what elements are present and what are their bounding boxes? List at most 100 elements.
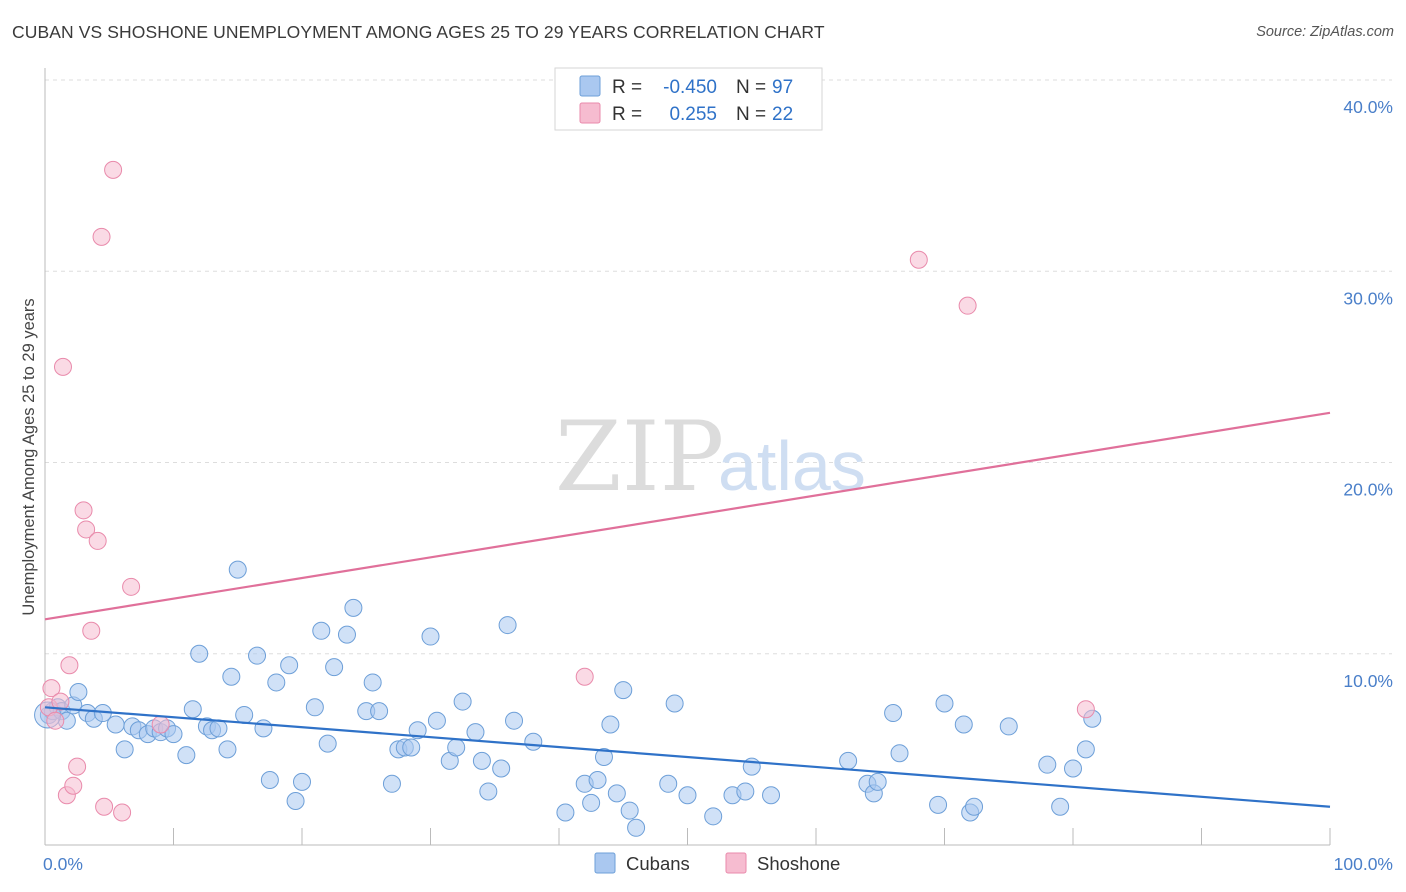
watermark: ZIP atlas <box>555 401 866 513</box>
legend-cubans-n-value: 97 <box>772 77 793 98</box>
cubans-point-86 <box>929 795 948 814</box>
cubans-point-28 <box>235 705 254 724</box>
cubans-point-59 <box>498 616 517 635</box>
shoshone-point-20 <box>909 250 928 269</box>
shoshone-point-16 <box>113 803 132 822</box>
cubans-point-36 <box>305 698 324 717</box>
x-tick-labels: 0.0% 100.0% <box>43 854 1393 874</box>
shoshone-point-11 <box>82 621 101 640</box>
cubans-point-87 <box>935 694 954 713</box>
cubans-point-67 <box>601 715 620 734</box>
cubans-point-50 <box>421 627 440 646</box>
cubans-point-71 <box>627 818 646 837</box>
y-axis-label: Unemployment Among Ages 25 to 29 years <box>20 298 38 615</box>
cubans-point-56 <box>472 751 491 770</box>
y-tick-label-0: 10.0% <box>1343 671 1393 691</box>
cubans-point-25 <box>218 740 237 759</box>
cubans-point-19 <box>177 746 196 765</box>
cubans-point-18 <box>164 725 183 744</box>
cubans-point-6 <box>69 683 88 701</box>
shoshone-point-1 <box>42 679 61 698</box>
cubans-point-10 <box>106 715 125 734</box>
cubans-point-65 <box>588 770 607 789</box>
cubans-point-92 <box>1038 755 1057 774</box>
cubans-point-21 <box>190 644 209 663</box>
cubans-point-62 <box>556 803 575 822</box>
cubans-point-55 <box>466 723 485 742</box>
cubans-point-83 <box>868 772 887 791</box>
cubans-point-40 <box>337 625 356 644</box>
bottom-legend: Cubans Shoshone <box>594 852 840 874</box>
shoshone-point-7 <box>64 776 83 795</box>
cubans-point-75 <box>704 807 723 826</box>
series-shoshone-points <box>39 160 1095 822</box>
cubans-point-32 <box>267 673 286 692</box>
cubans-point-66 <box>594 748 613 767</box>
cubans-point-43 <box>363 673 382 692</box>
cubans-point-51 <box>427 711 446 730</box>
cubans-point-94 <box>1064 759 1082 778</box>
cubans-point-11 <box>115 740 134 759</box>
legend-shoshone-r-label: R = <box>612 104 642 125</box>
shoshone-point-13 <box>92 227 111 246</box>
legend-cubans-n-label: N = <box>736 77 766 98</box>
cubans-point-33 <box>280 656 299 675</box>
legend-swatch-cubans <box>579 75 601 97</box>
bottom-legend-cubans: Cubans <box>626 853 690 874</box>
shoshone-point-8 <box>68 757 87 776</box>
cubans-point-77 <box>736 782 755 801</box>
shoshone-point-19 <box>575 667 594 686</box>
cubans-point-85 <box>890 744 909 763</box>
cubans-point-69 <box>614 681 633 700</box>
legend-cubans-r-label: R = <box>612 77 642 98</box>
legend-shoshone-n-label: N = <box>736 104 766 125</box>
shoshone-point-3 <box>51 692 70 711</box>
cubans-point-70 <box>620 801 639 820</box>
cubans-point-84 <box>884 704 903 723</box>
shoshone-point-12 <box>88 531 107 550</box>
cubans-point-26 <box>222 667 241 686</box>
cubans-trend-line <box>44 706 1331 808</box>
shoshone-point-15 <box>104 160 123 179</box>
cubans-point-95 <box>1076 740 1095 759</box>
shoshone-point-6 <box>60 656 79 675</box>
legend-swatch-shoshone <box>579 102 601 124</box>
cubans-point-73 <box>665 694 684 713</box>
legend-cubans-r-value: -0.450 <box>663 77 717 98</box>
cubans-point-60 <box>505 711 524 730</box>
x-tick-label-1: 100.0% <box>1334 854 1393 874</box>
cubans-point-74 <box>678 786 697 805</box>
cubans-point-34 <box>286 792 305 811</box>
watermark-atlas: atlas <box>718 427 866 505</box>
cubans-point-58 <box>492 759 511 778</box>
series-cubans-points <box>34 560 1102 837</box>
shoshone-point-10 <box>77 520 96 539</box>
cubans-point-72 <box>659 774 678 793</box>
cubans-point-44 <box>370 702 389 721</box>
cubans-point-89 <box>965 797 984 816</box>
gridlines <box>45 79 1392 655</box>
cubans-point-29 <box>248 646 267 665</box>
cubans-point-48 <box>402 738 421 757</box>
cubans-point-64 <box>582 793 601 812</box>
shoshone-point-22 <box>1076 700 1095 719</box>
cubans-point-90 <box>954 715 973 734</box>
legend-shoshone-n-value: 22 <box>772 104 793 125</box>
cubans-point-24 <box>209 719 228 738</box>
legend-box: R = -0.450 N = 97 R = 0.255 N = 22 <box>554 67 823 131</box>
bottom-legend-swatch-shoshone <box>725 852 747 874</box>
chart-title: CUBAN VS SHOSHONE UNEMPLOYMENT AMONG AGE… <box>12 22 825 42</box>
cubans-point-93 <box>1051 797 1070 816</box>
cubans-point-61 <box>524 732 543 751</box>
cubans-point-39 <box>325 658 344 677</box>
cubans-point-53 <box>447 738 466 757</box>
cubans-point-49 <box>408 721 427 740</box>
cubans-point-31 <box>260 770 279 789</box>
cubans-point-54 <box>453 692 472 711</box>
trend-lines <box>44 411 1331 808</box>
shoshone-point-9 <box>74 501 93 520</box>
y-tick-label-1: 20.0% <box>1343 480 1393 500</box>
cubans-point-30 <box>254 719 273 738</box>
cubans-point-20 <box>183 700 202 719</box>
